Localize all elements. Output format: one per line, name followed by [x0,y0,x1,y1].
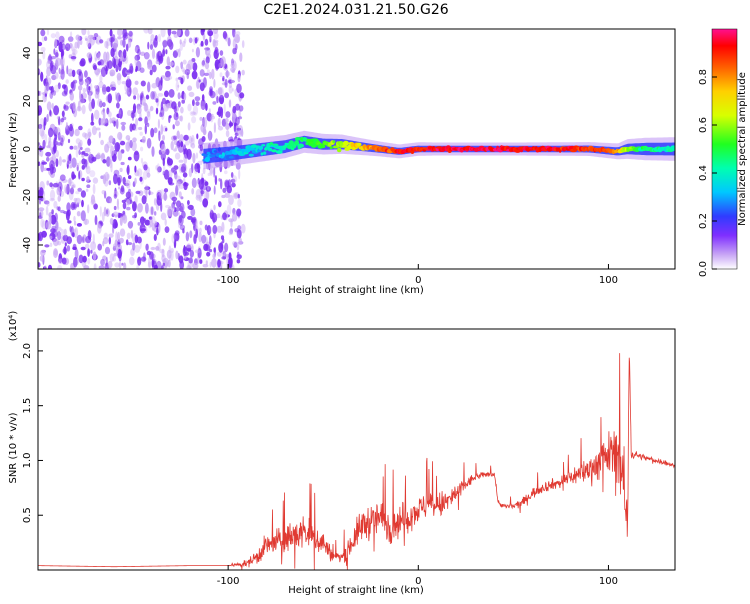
snr-y-tick-label: 1.0 [22,453,33,469]
spectrogram-y-label: Frequency (Hz) [8,112,19,188]
colorbar-tick-label: 0.8 [698,69,709,85]
spectrogram-x-tick-label: -100 [217,275,240,286]
colorbar-tick-label: 0.4 [698,165,709,181]
snr-y-tick-label: 1.5 [22,398,33,414]
colorbar: 0.0 0.2 0.4 0.6 0.8 Normalized spectral ampl… [698,28,748,277]
colorbar-tick-label: 0.2 [698,213,709,229]
snr-x-tick-label: -100 [217,576,240,587]
snr-y-scale-label: (x10⁴) [8,311,19,342]
spectrogram-x-tick-label: 0 [415,275,421,286]
spectrogram-x-label: Height of straight line (km) [288,285,424,296]
snr-x-tick-label: 100 [599,576,618,587]
snr-y-label: SNR (10 * v/v) [8,412,19,483]
colorbar-ticks: 0.0 0.2 0.4 0.6 0.8 [698,69,717,277]
snr-x-ticks: -100 0 100 [217,565,618,587]
snr-series-line [38,353,675,570]
spectrogram-signal-ridge [201,130,675,170]
colorbar-tick-label: 0.6 [698,117,709,133]
spectrogram-y-tick-label: -20 [22,189,33,205]
snr-x-tick-label: 0 [415,576,421,587]
spectrogram-y-tick-label: 0 [22,146,33,152]
snr-y-ticks: 0.5 1.0 1.5 2.0 [22,343,43,523]
snr-y-tick-label: 0.5 [22,507,33,523]
spectrogram-noise-field [38,29,246,269]
spectrogram-y-tick-label: 40 [22,47,33,60]
snr-plot-area [38,353,675,570]
spectrogram-y-tick-label: 20 [22,95,33,108]
snr-panel: -100 0 100 0.5 1.0 1.5 2.0 Height of straight… [8,311,676,596]
spectrogram-plot-area [38,29,675,269]
spectrogram-y-tick-label: -40 [22,237,33,253]
spectrogram-x-tick-label: 100 [599,275,618,286]
colorbar-gradient [711,28,738,270]
spectrogram-panel: -100 0 100 40 20 0 -20 -40 Height of straight … [8,28,676,296]
snr-frame [37,328,676,571]
colorbar-label: Normalized spectral amplitude [737,72,748,226]
snr-y-tick-label: 2.0 [22,343,33,359]
spectrogram-x-ticks: -100 0 100 [217,264,618,286]
spectrogram-y-ticks: 40 20 0 -20 -40 [22,47,43,253]
colorbar-tick-label: 0.0 [698,261,709,277]
snr-x-label: Height of straight line (km) [288,585,424,596]
figure-title: C2E1.2024.031.21.50.G26 [263,2,448,18]
